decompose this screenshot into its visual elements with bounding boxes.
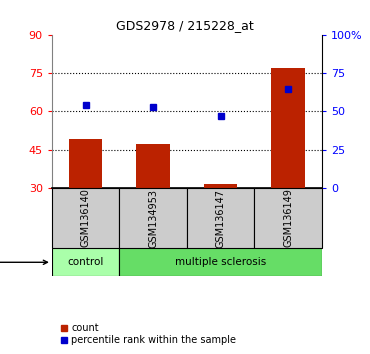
Text: GSM136147: GSM136147: [216, 189, 226, 247]
Bar: [255, 188, 322, 249]
Text: disease state: disease state: [0, 257, 47, 267]
Bar: [187, 188, 255, 249]
Text: GDS2978 / 215228_at: GDS2978 / 215228_at: [116, 19, 254, 33]
Bar: [69, 139, 102, 188]
Bar: [271, 68, 305, 188]
Text: GSM136149: GSM136149: [283, 189, 293, 247]
Bar: [136, 144, 170, 188]
Legend: count, percentile rank within the sample: count, percentile rank within the sample: [57, 319, 240, 349]
Bar: [119, 188, 187, 249]
Bar: [52, 188, 119, 249]
Text: GSM136140: GSM136140: [81, 189, 91, 247]
Text: GSM134953: GSM134953: [148, 189, 158, 247]
Bar: [52, 249, 119, 276]
Text: control: control: [67, 257, 104, 267]
Text: multiple sclerosis: multiple sclerosis: [175, 257, 266, 267]
Bar: [204, 184, 238, 188]
Bar: [119, 249, 322, 276]
